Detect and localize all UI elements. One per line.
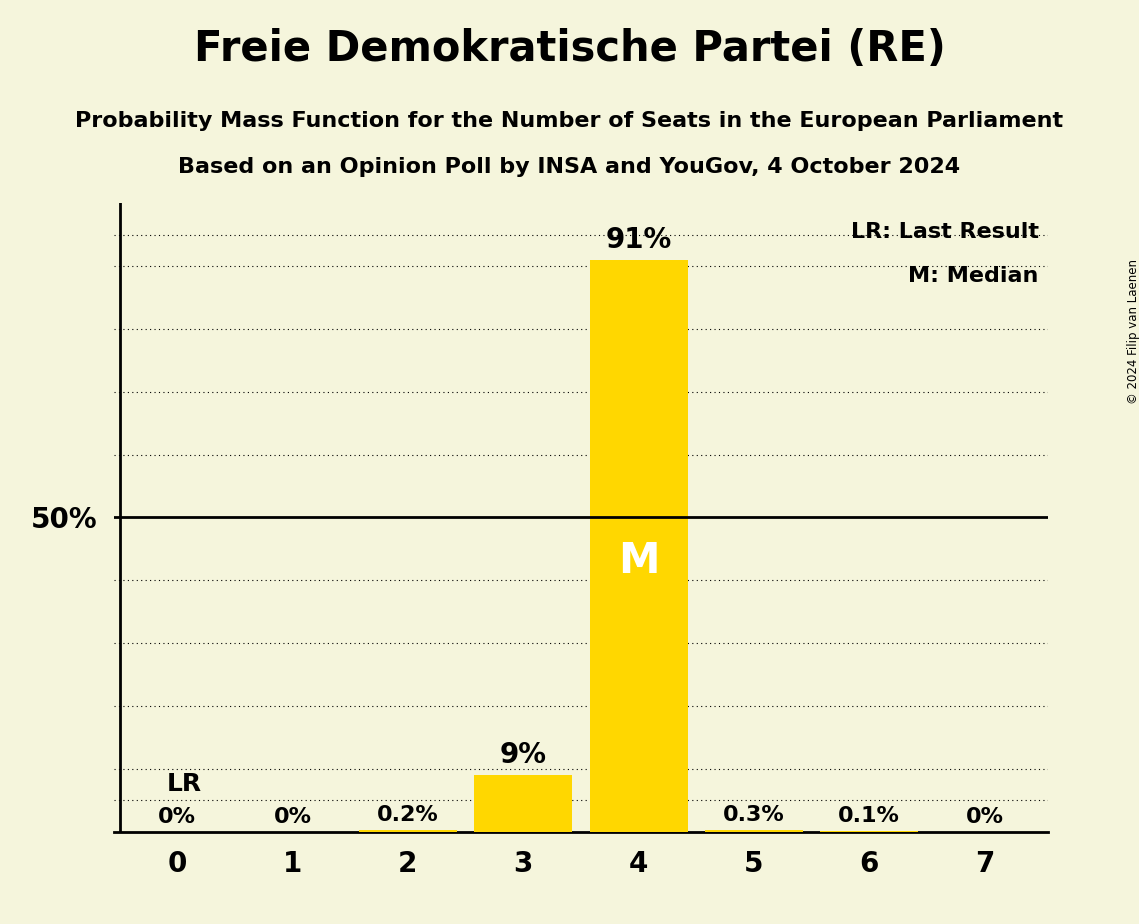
Text: M: Median: M: Median — [908, 266, 1039, 286]
Text: 0.1%: 0.1% — [838, 806, 900, 826]
Text: LR: Last Result: LR: Last Result — [851, 222, 1039, 242]
Text: 0.2%: 0.2% — [377, 806, 439, 825]
Text: 0.3%: 0.3% — [723, 805, 785, 825]
Text: 9%: 9% — [500, 741, 547, 769]
Bar — [705, 830, 803, 832]
Bar — [474, 775, 572, 832]
Text: Freie Demokratische Partei (RE): Freie Demokratische Partei (RE) — [194, 28, 945, 69]
Text: Probability Mass Function for the Number of Seats in the European Parliament: Probability Mass Function for the Number… — [75, 111, 1064, 131]
Text: LR: LR — [166, 772, 202, 796]
Bar — [590, 260, 688, 832]
Text: 0%: 0% — [273, 807, 312, 827]
Bar — [359, 831, 457, 832]
Text: 0%: 0% — [966, 807, 1003, 827]
Text: 91%: 91% — [606, 225, 672, 253]
Text: 0%: 0% — [158, 807, 196, 827]
Text: M: M — [617, 541, 659, 582]
Text: © 2024 Filip van Laenen: © 2024 Filip van Laenen — [1126, 259, 1139, 404]
Text: Based on an Opinion Poll by INSA and YouGov, 4 October 2024: Based on an Opinion Poll by INSA and You… — [179, 157, 960, 177]
